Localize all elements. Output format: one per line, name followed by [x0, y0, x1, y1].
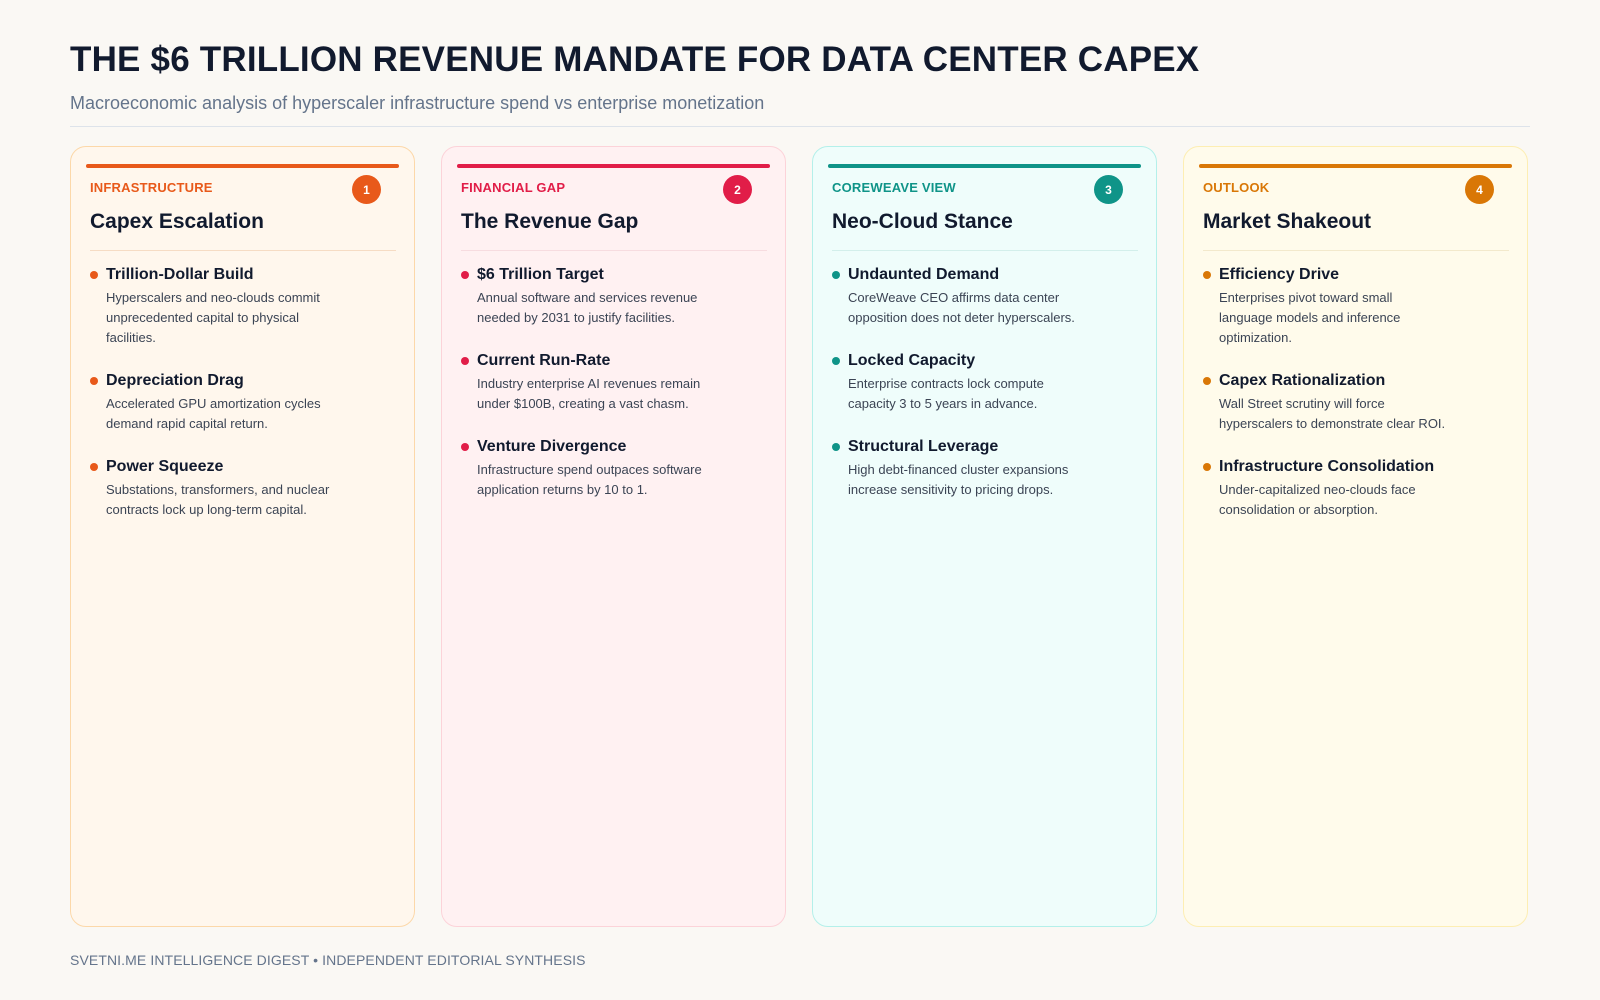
list-item: Capex Rationalization Wall Street scruti…: [1203, 371, 1503, 434]
bullet-dot-icon: [1203, 271, 1211, 279]
card-category: COREWEAVE VIEW: [832, 180, 956, 195]
header-divider: [70, 126, 1530, 127]
card-item-list: Undaunted Demand CoreWeave CEO affirms d…: [832, 265, 1132, 523]
bullet-dot-icon: [1203, 463, 1211, 471]
card-category: OUTLOOK: [1203, 180, 1270, 195]
list-item: $6 Trillion Target Annual software and s…: [461, 265, 761, 328]
bullet-dot-icon: [832, 357, 840, 365]
page-header: THE $6 TRILLION REVENUE MANDATE FOR DATA…: [70, 38, 1530, 114]
card-number-badge: 2: [723, 175, 752, 204]
list-item: Current Run-Rate Industry enterprise AI …: [461, 351, 761, 414]
list-item: Structural Leverage High debt-financed c…: [832, 437, 1132, 500]
item-title: Depreciation Drag: [106, 372, 244, 389]
page-subtitle: Macroeconomic analysis of hyperscaler in…: [70, 93, 765, 113]
list-item: Trillion-Dollar Build Hyperscalers and n…: [90, 265, 390, 348]
bullet-dot-icon: [90, 271, 98, 279]
list-item: Depreciation Drag Accelerated GPU amorti…: [90, 371, 390, 434]
item-title: Capex Rationalization: [1219, 372, 1386, 389]
card-outlook: OUTLOOK 4 Market Shakeout Efficiency Dri…: [1183, 146, 1528, 927]
card-accent-bar: [828, 164, 1141, 168]
card-accent-bar: [86, 164, 399, 168]
card-title: Capex Escalation: [90, 210, 264, 233]
card-accent-bar: [457, 164, 770, 168]
card-infrastructure: INFRASTRUCTURE 1 Capex Escalation Trilli…: [70, 146, 415, 927]
item-description: Accelerated GPU amortization cycles dema…: [106, 396, 321, 431]
list-item: Power Squeeze Substations, transformers,…: [90, 457, 390, 520]
card-financial-gap: FINANCIAL GAP 2 The Revenue Gap $6 Trill…: [441, 146, 786, 927]
card-category: FINANCIAL GAP: [461, 180, 566, 195]
card-divider: [90, 250, 396, 251]
card-divider: [1203, 250, 1509, 251]
card-item-list: Efficiency Drive Enterprises pivot towar…: [1203, 265, 1503, 543]
card-divider: [461, 250, 767, 251]
item-description: Substations, transformers, and nuclear c…: [106, 482, 330, 517]
item-title: Power Squeeze: [106, 458, 224, 475]
item-title: Undaunted Demand: [848, 266, 1000, 283]
bullet-dot-icon: [832, 271, 840, 279]
card-accent-bar: [1199, 164, 1512, 168]
item-description: Industry enterprise AI revenues remain u…: [477, 376, 701, 411]
card-number-badge: 4: [1465, 175, 1494, 204]
item-description: Infrastructure spend outpaces software a…: [477, 462, 702, 497]
item-description: Under-capitalized neo-clouds face consol…: [1219, 482, 1416, 517]
card-title: Market Shakeout: [1203, 210, 1372, 233]
item-title: Locked Capacity: [848, 352, 976, 369]
page-footer: SVETNI.ME INTELLIGENCE DIGEST • INDEPEND…: [70, 952, 586, 968]
card-number-badge: 1: [352, 175, 381, 204]
item-title: Efficiency Drive: [1219, 266, 1340, 283]
page-title: THE $6 TRILLION REVENUE MANDATE FOR DATA…: [70, 40, 1200, 79]
bullet-dot-icon: [1203, 377, 1211, 385]
item-description: Annual software and services revenue nee…: [477, 290, 698, 325]
card-divider: [832, 250, 1138, 251]
card-category: INFRASTRUCTURE: [90, 180, 213, 195]
list-item: Undaunted Demand CoreWeave CEO affirms d…: [832, 265, 1132, 328]
item-title: Current Run-Rate: [477, 352, 611, 369]
card-title: The Revenue Gap: [461, 210, 639, 233]
item-title: $6 Trillion Target: [477, 266, 604, 283]
item-description: High debt-financed cluster expansions in…: [848, 462, 1069, 497]
bullet-dot-icon: [461, 357, 469, 365]
card-coreweave-view: COREWEAVE VIEW 3 Neo-Cloud Stance Undaun…: [812, 146, 1157, 927]
card-item-list: $6 Trillion Target Annual software and s…: [461, 265, 761, 523]
bullet-dot-icon: [90, 377, 98, 385]
item-title: Structural Leverage: [848, 438, 999, 455]
bullet-dot-icon: [90, 463, 98, 471]
item-description: Hyperscalers and neo-clouds commit unpre…: [106, 290, 320, 345]
card-number-badge: 3: [1094, 175, 1123, 204]
item-description: Enterprises pivot toward small language …: [1219, 290, 1401, 345]
bullet-dot-icon: [461, 271, 469, 279]
bullet-dot-icon: [461, 443, 469, 451]
item-title: Trillion-Dollar Build: [106, 266, 254, 283]
item-description: Enterprise contracts lock compute capaci…: [848, 376, 1044, 411]
card-item-list: Trillion-Dollar Build Hyperscalers and n…: [90, 265, 390, 543]
item-title: Infrastructure Consolidation: [1219, 458, 1435, 475]
item-description: CoreWeave CEO affirms data center opposi…: [848, 290, 1075, 325]
list-item: Efficiency Drive Enterprises pivot towar…: [1203, 265, 1503, 348]
list-item: Locked Capacity Enterprise contracts loc…: [832, 351, 1132, 414]
card-title: Neo-Cloud Stance: [832, 210, 1013, 233]
list-item: Venture Divergence Infrastructure spend …: [461, 437, 761, 500]
item-title: Venture Divergence: [477, 438, 627, 455]
card-grid: INFRASTRUCTURE 1 Capex Escalation Trilli…: [70, 146, 1530, 927]
list-item: Infrastructure Consolidation Under-capit…: [1203, 457, 1503, 520]
item-description: Wall Street scrutiny will force hypersca…: [1219, 396, 1446, 431]
bullet-dot-icon: [832, 443, 840, 451]
